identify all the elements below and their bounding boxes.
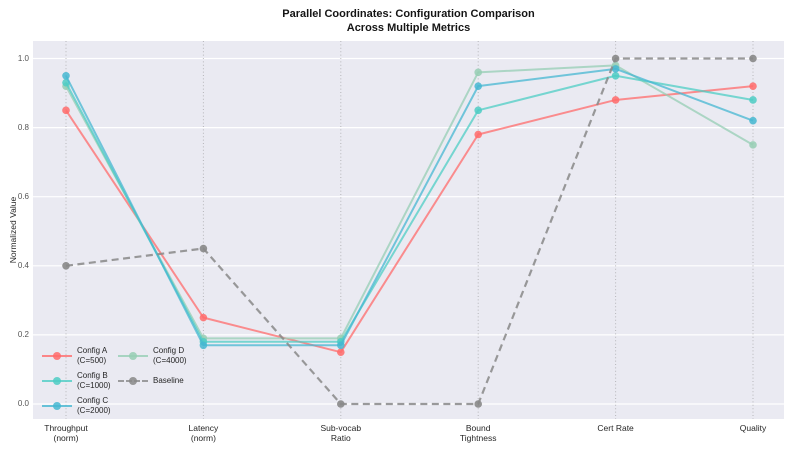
data-point xyxy=(474,130,483,139)
x-category-label-line: (norm) xyxy=(190,433,216,443)
legend-item: Config C (C=2000) xyxy=(42,393,118,418)
x-category-label: Throughput (norm) xyxy=(11,423,121,443)
data-point xyxy=(474,82,483,90)
x-category-label-line: Bound xyxy=(465,423,491,433)
x-category-label-line: Quality xyxy=(739,423,767,433)
x-category-label: Quality xyxy=(698,423,793,433)
data-point xyxy=(199,244,208,253)
chart-title-line1: Parallel Coordinates: Configuration Comp… xyxy=(282,8,535,20)
series-line xyxy=(65,67,754,347)
y-tick-label: 0.8 xyxy=(17,122,29,132)
data-point xyxy=(749,141,757,149)
x-category-label-line: (norm) xyxy=(53,433,79,443)
legend-dot-icon xyxy=(53,376,61,385)
legend-label: Config A (C=500) xyxy=(77,346,108,365)
data-point xyxy=(62,71,70,80)
legend-label: Config B (C=1000) xyxy=(77,371,111,390)
data-point xyxy=(749,96,757,104)
x-category-label: Cert Rate xyxy=(561,423,671,433)
data-point xyxy=(337,341,345,350)
legend-label: Config C (C=2000) xyxy=(77,396,111,415)
plot-background xyxy=(33,41,784,419)
y-tick-label: 1.0 xyxy=(17,53,29,63)
x-category-label: Sub-vocab Ratio xyxy=(286,423,396,443)
series-line xyxy=(65,57,753,406)
legend-label: Config D (C=4000) xyxy=(153,346,187,365)
plot-area xyxy=(33,41,784,419)
data-point xyxy=(611,54,620,63)
legend-marker-icon xyxy=(118,351,148,361)
data-point xyxy=(749,54,757,63)
series-line xyxy=(65,85,754,354)
data-point xyxy=(62,106,70,115)
legend-dot-icon xyxy=(129,351,137,360)
legend-item: Config A (C=500) xyxy=(42,343,118,368)
x-category-label-line: Sub-vocab xyxy=(320,423,362,433)
legend-label: Baseline xyxy=(153,375,184,385)
legend-item: Config D (C=4000) xyxy=(118,343,194,368)
data-point xyxy=(749,82,757,90)
data-point xyxy=(199,341,208,350)
chart-title-line2: Across Multiple Metrics xyxy=(346,21,471,34)
legend-marker-icon xyxy=(42,351,72,361)
series-line xyxy=(65,64,754,340)
legend-marker-icon xyxy=(42,376,72,386)
y-tick-label: 0.2 xyxy=(17,329,29,339)
legend-dot-icon xyxy=(129,376,137,385)
x-category-label-line: Tightness xyxy=(459,433,497,443)
data-point xyxy=(474,106,483,115)
x-category-label-line: Latency xyxy=(188,423,219,433)
data-point xyxy=(611,96,620,104)
legend-marker-icon xyxy=(118,376,148,386)
y-tick-label: 0.6 xyxy=(17,191,29,201)
x-category-label-line: Throughput xyxy=(44,423,88,433)
data-point xyxy=(337,400,345,408)
data-point xyxy=(611,71,620,80)
x-category-label: Latency (norm) xyxy=(148,423,258,443)
y-axis-label: Normalized Value xyxy=(8,196,18,264)
y-tick-label: 0.4 xyxy=(17,260,29,270)
x-category-label-line: Ratio xyxy=(330,433,351,443)
legend-dot-icon xyxy=(53,351,61,360)
data-point xyxy=(199,313,208,322)
data-point xyxy=(474,68,483,77)
data-point xyxy=(749,116,757,125)
x-category-label: Bound Tightness xyxy=(423,423,533,443)
x-category-label-line: Cert Rate xyxy=(597,423,634,433)
chart-title: Parallel Coordinates: Configuration Comp… xyxy=(33,8,784,35)
data-point xyxy=(337,348,345,356)
legend-item: Baseline xyxy=(118,368,194,393)
data-point xyxy=(474,400,483,408)
legend-item: Config B (C=1000) xyxy=(42,368,118,393)
y-tick-label: 0.0 xyxy=(17,399,29,408)
data-point xyxy=(62,262,70,270)
legend: Config A (C=500) Config B (C=1000) Config C(… xyxy=(42,343,217,423)
legend-marker-icon xyxy=(42,401,72,411)
legend-dot-icon xyxy=(53,401,61,410)
data-point xyxy=(611,65,620,73)
